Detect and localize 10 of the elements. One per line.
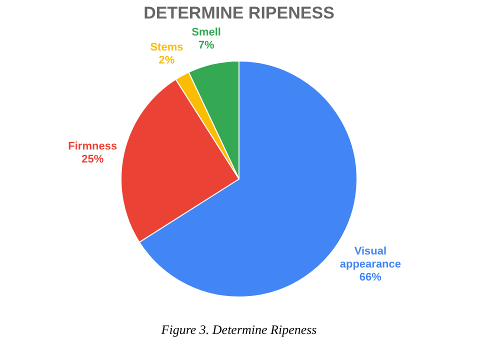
caption: Figure 3. Determine Ripeness xyxy=(160,322,317,337)
data-label: 7% xyxy=(198,40,214,52)
data-label: 66% xyxy=(359,271,382,284)
chart-title: DETERMINE RIPENESS xyxy=(144,4,334,23)
data-label: 2% xyxy=(158,54,175,67)
slice-label: Visual appearance xyxy=(340,245,402,270)
data-label: 25% xyxy=(82,153,104,166)
slice-label: Smell xyxy=(192,26,221,39)
slice-label: Stems xyxy=(150,42,184,54)
slice-label: Firmness xyxy=(68,140,118,152)
